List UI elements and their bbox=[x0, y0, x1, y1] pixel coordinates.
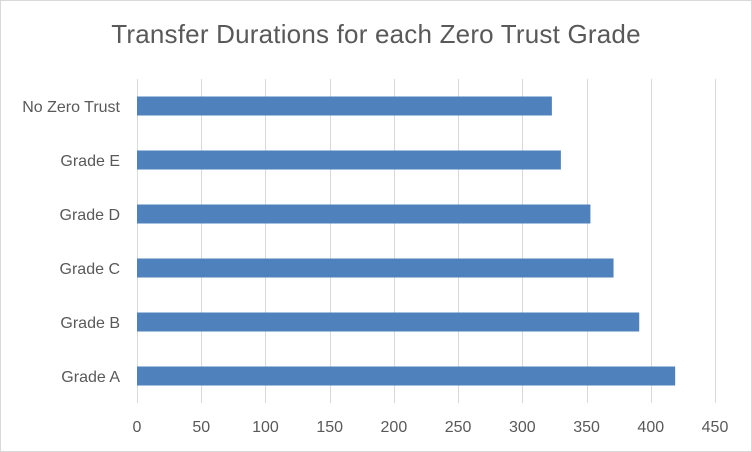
x-tick-label-300: 300 bbox=[509, 419, 536, 436]
category-labels: No Zero Trust Grade E Grade D Grade C Grade … bbox=[22, 99, 120, 386]
x-tick-labels: 0 50 100 150 200 250 300 350 400 450 bbox=[133, 419, 729, 436]
x-tick-label-0: 0 bbox=[133, 419, 142, 436]
x-tick-label-50: 50 bbox=[192, 419, 210, 436]
bar-grade-b bbox=[137, 312, 640, 332]
category-label-grade-c: Grade C bbox=[60, 261, 120, 278]
bar-grade-a bbox=[137, 366, 676, 386]
bar-no-zero-trust bbox=[137, 96, 552, 116]
category-label-grade-a: Grade A bbox=[61, 369, 120, 386]
x-tick-label-200: 200 bbox=[381, 419, 408, 436]
chart-title: Transfer Durations for each Zero Trust G… bbox=[111, 19, 641, 49]
x-tick-label-100: 100 bbox=[252, 419, 279, 436]
x-tick-label-250: 250 bbox=[445, 419, 472, 436]
category-label-grade-b: Grade B bbox=[60, 315, 120, 332]
bars bbox=[137, 96, 676, 386]
category-label-grade-e: Grade E bbox=[60, 153, 120, 170]
x-tick-label-450: 450 bbox=[702, 419, 729, 436]
x-tick-label-400: 400 bbox=[637, 419, 664, 436]
bar-grade-d bbox=[137, 204, 591, 224]
gridlines bbox=[137, 79, 716, 403]
category-label-no-zero-trust: No Zero Trust bbox=[22, 99, 120, 116]
bar-grade-c bbox=[137, 258, 614, 278]
bar-grade-e bbox=[137, 150, 561, 170]
x-tick-label-150: 150 bbox=[316, 419, 343, 436]
category-label-grade-d: Grade D bbox=[60, 207, 120, 224]
x-tick-label-350: 350 bbox=[573, 419, 600, 436]
